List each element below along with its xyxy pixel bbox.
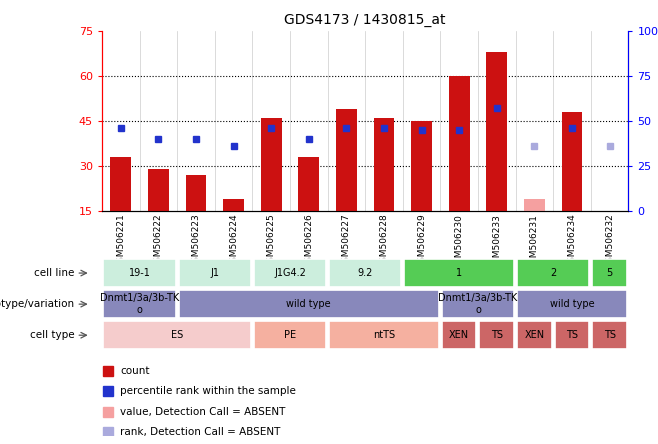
Bar [524,199,545,211]
Text: 19-1: 19-1 [129,268,151,278]
Bar [553,31,591,211]
Text: Dnmt1/3a/3b-TK
o: Dnmt1/3a/3b-TK o [100,293,179,315]
Text: 1: 1 [456,268,463,278]
Bar [449,76,470,211]
Text: TS: TS [603,330,616,340]
Bar [299,157,319,211]
Bar [480,321,514,349]
Text: ntTS: ntTS [373,330,395,340]
Text: TS: TS [491,330,503,340]
Bar [329,321,439,349]
Text: TS: TS [566,330,578,340]
Bar [562,112,582,211]
Bar [329,259,401,287]
Bar [592,259,627,287]
Bar [411,121,432,211]
Bar [254,259,326,287]
Bar [442,290,514,318]
Bar [103,321,251,349]
Text: value, Detection Call = ABSENT: value, Detection Call = ABSENT [120,407,286,417]
Bar [374,118,394,211]
Bar [516,31,553,211]
Bar [328,31,365,211]
Text: Dnmt1/3a/3b-TK
o: Dnmt1/3a/3b-TK o [438,293,518,315]
Bar [103,290,176,318]
Text: percentile rank within the sample: percentile rank within the sample [120,386,296,396]
Title: GDS4173 / 1430815_at: GDS4173 / 1430815_at [284,13,446,27]
Text: 9.2: 9.2 [357,268,373,278]
Text: wild type: wild type [549,299,594,309]
Bar [111,157,131,211]
Bar [139,31,177,211]
Text: cell type: cell type [30,330,74,340]
Bar [290,31,328,211]
Text: wild type: wild type [286,299,331,309]
Text: ES: ES [171,330,184,340]
Bar [592,321,627,349]
Bar [103,259,176,287]
Text: genotype/variation: genotype/variation [0,299,74,309]
Bar [365,31,403,211]
Bar [177,31,215,211]
Bar [517,290,627,318]
Text: PE: PE [284,330,296,340]
Text: XEN: XEN [524,330,544,340]
Text: count: count [120,366,150,376]
Text: XEN: XEN [449,330,469,340]
Bar [591,31,628,211]
Text: J1G4.2: J1G4.2 [274,268,306,278]
Bar [179,290,439,318]
Bar [336,109,357,211]
Bar [254,321,326,349]
Text: J1: J1 [211,268,219,278]
Bar [102,31,139,211]
Bar [223,199,244,211]
Text: 5: 5 [607,268,613,278]
Text: rank, Detection Call = ABSENT: rank, Detection Call = ABSENT [120,427,281,437]
Bar [478,31,516,211]
Bar [179,259,251,287]
Bar [517,321,551,349]
Bar [440,31,478,211]
Bar [404,259,514,287]
Bar [403,31,440,211]
Bar [442,321,476,349]
Bar [261,118,282,211]
Bar [186,175,207,211]
Text: 2: 2 [550,268,556,278]
Bar [148,169,168,211]
Text: cell line: cell line [34,268,74,278]
Bar [215,31,253,211]
Bar [486,52,507,211]
Bar [555,321,590,349]
Bar [517,259,590,287]
Bar [253,31,290,211]
